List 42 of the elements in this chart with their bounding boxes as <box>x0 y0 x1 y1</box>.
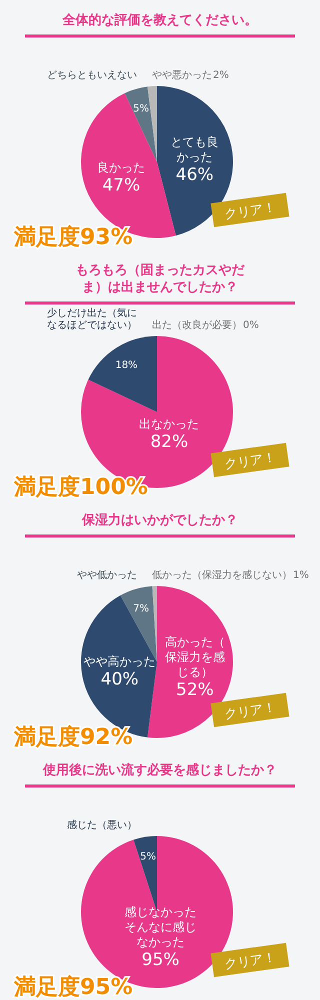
chart-title: もろもろ（固まったカスやだま）は出ませんでしたか？ <box>76 263 246 295</box>
data-label: 18% <box>115 360 138 371</box>
text: 満足度100% <box>13 474 148 500</box>
data-label: 40% <box>100 670 139 690</box>
pie-slice <box>147 86 157 162</box>
pie-slice <box>88 336 157 412</box>
slice-label: 高かった（保湿力を感じる） <box>164 634 225 679</box>
text: 満足度95% <box>13 974 133 1000</box>
slice-label: 感じなかったそんなに感じなかった <box>124 905 197 950</box>
text: 満足度93% <box>13 224 133 250</box>
data-label: 5% <box>133 103 150 114</box>
slice-label: 感じた（悪い） <box>67 819 137 831</box>
chart-title: 全体的な評価を教えてください。 <box>62 12 258 28</box>
pie-slice <box>157 86 233 236</box>
slice-label: とても良かった <box>170 135 219 164</box>
slice-label: どちらともいえない <box>47 70 137 81</box>
category-label: 出た（改良が必要） <box>152 320 242 331</box>
data-label: 95% <box>142 950 180 970</box>
data-label: 1% <box>293 570 309 581</box>
text: クリア！ <box>223 700 277 723</box>
data-label: 7% <box>133 603 150 614</box>
slice-label: 出なかった <box>139 416 200 431</box>
slice-label: やや高かった <box>84 654 156 669</box>
slice-label: 少しだけ出た（気になるほどではない） <box>47 307 137 331</box>
data-label: 2% <box>213 70 229 81</box>
text: 0% <box>243 320 259 331</box>
text: クリア！ <box>223 200 277 223</box>
chart-title: 使用後に洗い流す必要を感じましたか？ <box>42 762 277 778</box>
text: クリア！ <box>223 450 277 473</box>
data-label: 5% <box>140 852 156 863</box>
slice-label: やや低かった <box>77 570 137 581</box>
pie-slice <box>124 86 157 162</box>
text: クリア！ <box>223 950 277 973</box>
data-label: 46% <box>176 165 214 186</box>
data-label: 82% <box>150 432 188 452</box>
text: 満足度92% <box>13 724 133 750</box>
data-label: 52% <box>176 680 214 700</box>
chart-title: 保湿力はいかがでしたか？ <box>81 513 238 528</box>
slice-label: 良かった <box>97 160 146 174</box>
slice-label: 低かった（保湿力を感じない） <box>152 569 292 581</box>
data-label: 47% <box>102 175 140 196</box>
slice-label: やや悪かった <box>152 70 212 81</box>
